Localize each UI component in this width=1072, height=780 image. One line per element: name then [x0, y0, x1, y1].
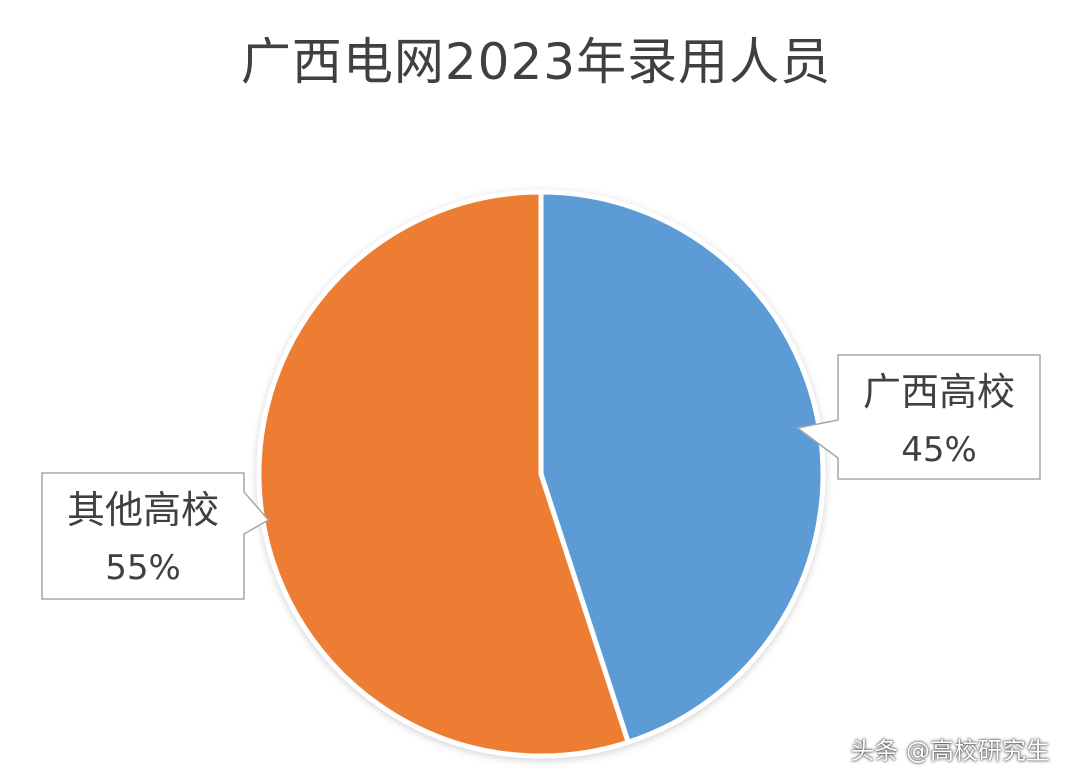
chart-title: 广西电网2023年录用人员	[240, 33, 832, 91]
slice-name-label: 其他高校	[67, 488, 219, 532]
callout-box-1	[795, 354, 1041, 480]
slice-percent-label: 55%	[105, 548, 181, 588]
callout-box-2	[41, 472, 270, 600]
watermark: 头条 @高校研究生	[850, 737, 1050, 765]
slice-name-label: 广西高校	[863, 370, 1015, 414]
slice-percent-label: 45%	[901, 430, 977, 470]
